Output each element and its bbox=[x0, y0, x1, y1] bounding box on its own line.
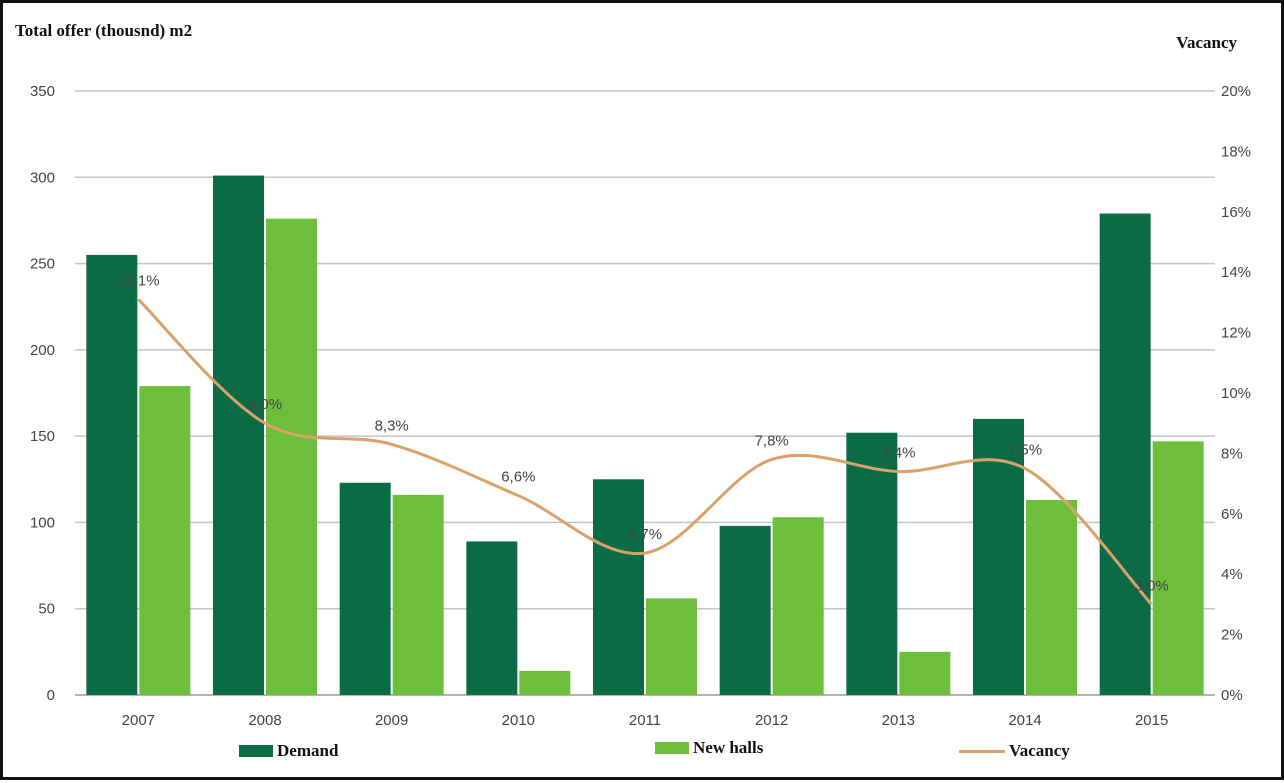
y-tick-right: 14% bbox=[1221, 264, 1251, 281]
vacancy-data-label: 7,4% bbox=[881, 445, 915, 462]
legend-label-vacancy: Vacancy bbox=[1009, 741, 1070, 760]
legend-item-new-halls: New halls bbox=[655, 738, 763, 758]
legend-item-demand: Demand bbox=[239, 741, 338, 761]
y-axis-right-title: Vacancy bbox=[1176, 33, 1237, 52]
y-tick-right: 16% bbox=[1221, 204, 1251, 221]
vacancy-data-label: 6,6% bbox=[501, 469, 535, 486]
legend-label-new-halls: New halls bbox=[693, 738, 764, 757]
x-tick-label: 2007 bbox=[122, 712, 155, 729]
bar-new-halls bbox=[899, 651, 951, 695]
vacancy-data-label: 7,5% bbox=[1008, 442, 1042, 459]
x-tick-label: 2008 bbox=[248, 712, 281, 729]
x-tick-label: 2012 bbox=[755, 712, 788, 729]
y-tick-left: 50 bbox=[38, 601, 55, 618]
y-tick-right: 6% bbox=[1221, 506, 1243, 523]
bar-demand bbox=[339, 482, 391, 695]
y-tick-left: 300 bbox=[30, 169, 55, 186]
x-tick-label: 2010 bbox=[502, 712, 535, 729]
bar-new-halls bbox=[266, 218, 317, 695]
x-tick-label: 2011 bbox=[629, 712, 661, 729]
vacancy-data-label: 7,8% bbox=[755, 432, 789, 449]
bar-demand bbox=[719, 525, 771, 695]
bar-new-halls bbox=[139, 386, 191, 695]
legend-swatch-vacancy bbox=[959, 749, 1005, 753]
y-tick-left: 150 bbox=[30, 428, 55, 445]
bar-demand bbox=[593, 479, 644, 695]
vacancy-line bbox=[137, 298, 1153, 606]
bar-new-halls bbox=[519, 670, 571, 695]
legend-label-demand: Demand bbox=[277, 741, 339, 760]
bar-new-halls bbox=[772, 517, 824, 695]
y-tick-left: 0 bbox=[47, 687, 55, 704]
y-tick-right: 12% bbox=[1221, 325, 1251, 342]
vacancy-data-label: 4,7% bbox=[628, 526, 662, 543]
legend-swatch-new-halls bbox=[655, 742, 689, 754]
bar-demand bbox=[466, 541, 518, 695]
bar-demand bbox=[86, 254, 138, 695]
bar-demand bbox=[213, 175, 264, 695]
vacancy-data-label: 8,3% bbox=[375, 417, 409, 434]
x-tick-label: 2013 bbox=[882, 712, 915, 729]
y-tick-left: 200 bbox=[30, 342, 55, 359]
legend-swatch-demand bbox=[239, 745, 273, 757]
y-tick-right: 20% bbox=[1221, 83, 1251, 100]
chart-plot: 0 50 100 150 200 250 300 350 0% 2% 4% 6% 8% 10% 12% 14%… bbox=[30, 83, 1251, 729]
vacancy-data-label: 3,0% bbox=[1135, 577, 1169, 594]
legend-item-vacancy: Vacancy bbox=[959, 741, 1070, 761]
y-tick-right: 4% bbox=[1221, 566, 1243, 583]
y-tick-left: 100 bbox=[30, 514, 55, 531]
bar-new-halls bbox=[1026, 499, 1077, 695]
vacancy-data-label: 9,0% bbox=[248, 396, 282, 413]
bar-new-halls bbox=[646, 598, 697, 695]
y-tick-left: 250 bbox=[30, 256, 55, 273]
y-tick-right: 10% bbox=[1221, 385, 1251, 402]
bar-new-halls bbox=[1152, 441, 1204, 695]
bar-new-halls bbox=[392, 494, 444, 695]
bar-demand bbox=[1099, 213, 1151, 696]
y-tick-left: 350 bbox=[30, 83, 55, 100]
x-tick-label: 2009 bbox=[375, 712, 408, 729]
x-tick-label: 2015 bbox=[1135, 712, 1168, 729]
y-tick-right: 18% bbox=[1221, 143, 1251, 160]
x-tick-label: 2014 bbox=[1008, 712, 1041, 729]
y-tick-right: 2% bbox=[1221, 627, 1243, 644]
y-tick-right: 8% bbox=[1221, 445, 1243, 462]
bar-demand bbox=[846, 432, 898, 695]
y-axis-left-title: Total offer (thousnd) m2 bbox=[15, 21, 193, 40]
y-tick-right: 0% bbox=[1221, 687, 1243, 704]
vacancy-data-label: 13,1% bbox=[117, 272, 160, 289]
